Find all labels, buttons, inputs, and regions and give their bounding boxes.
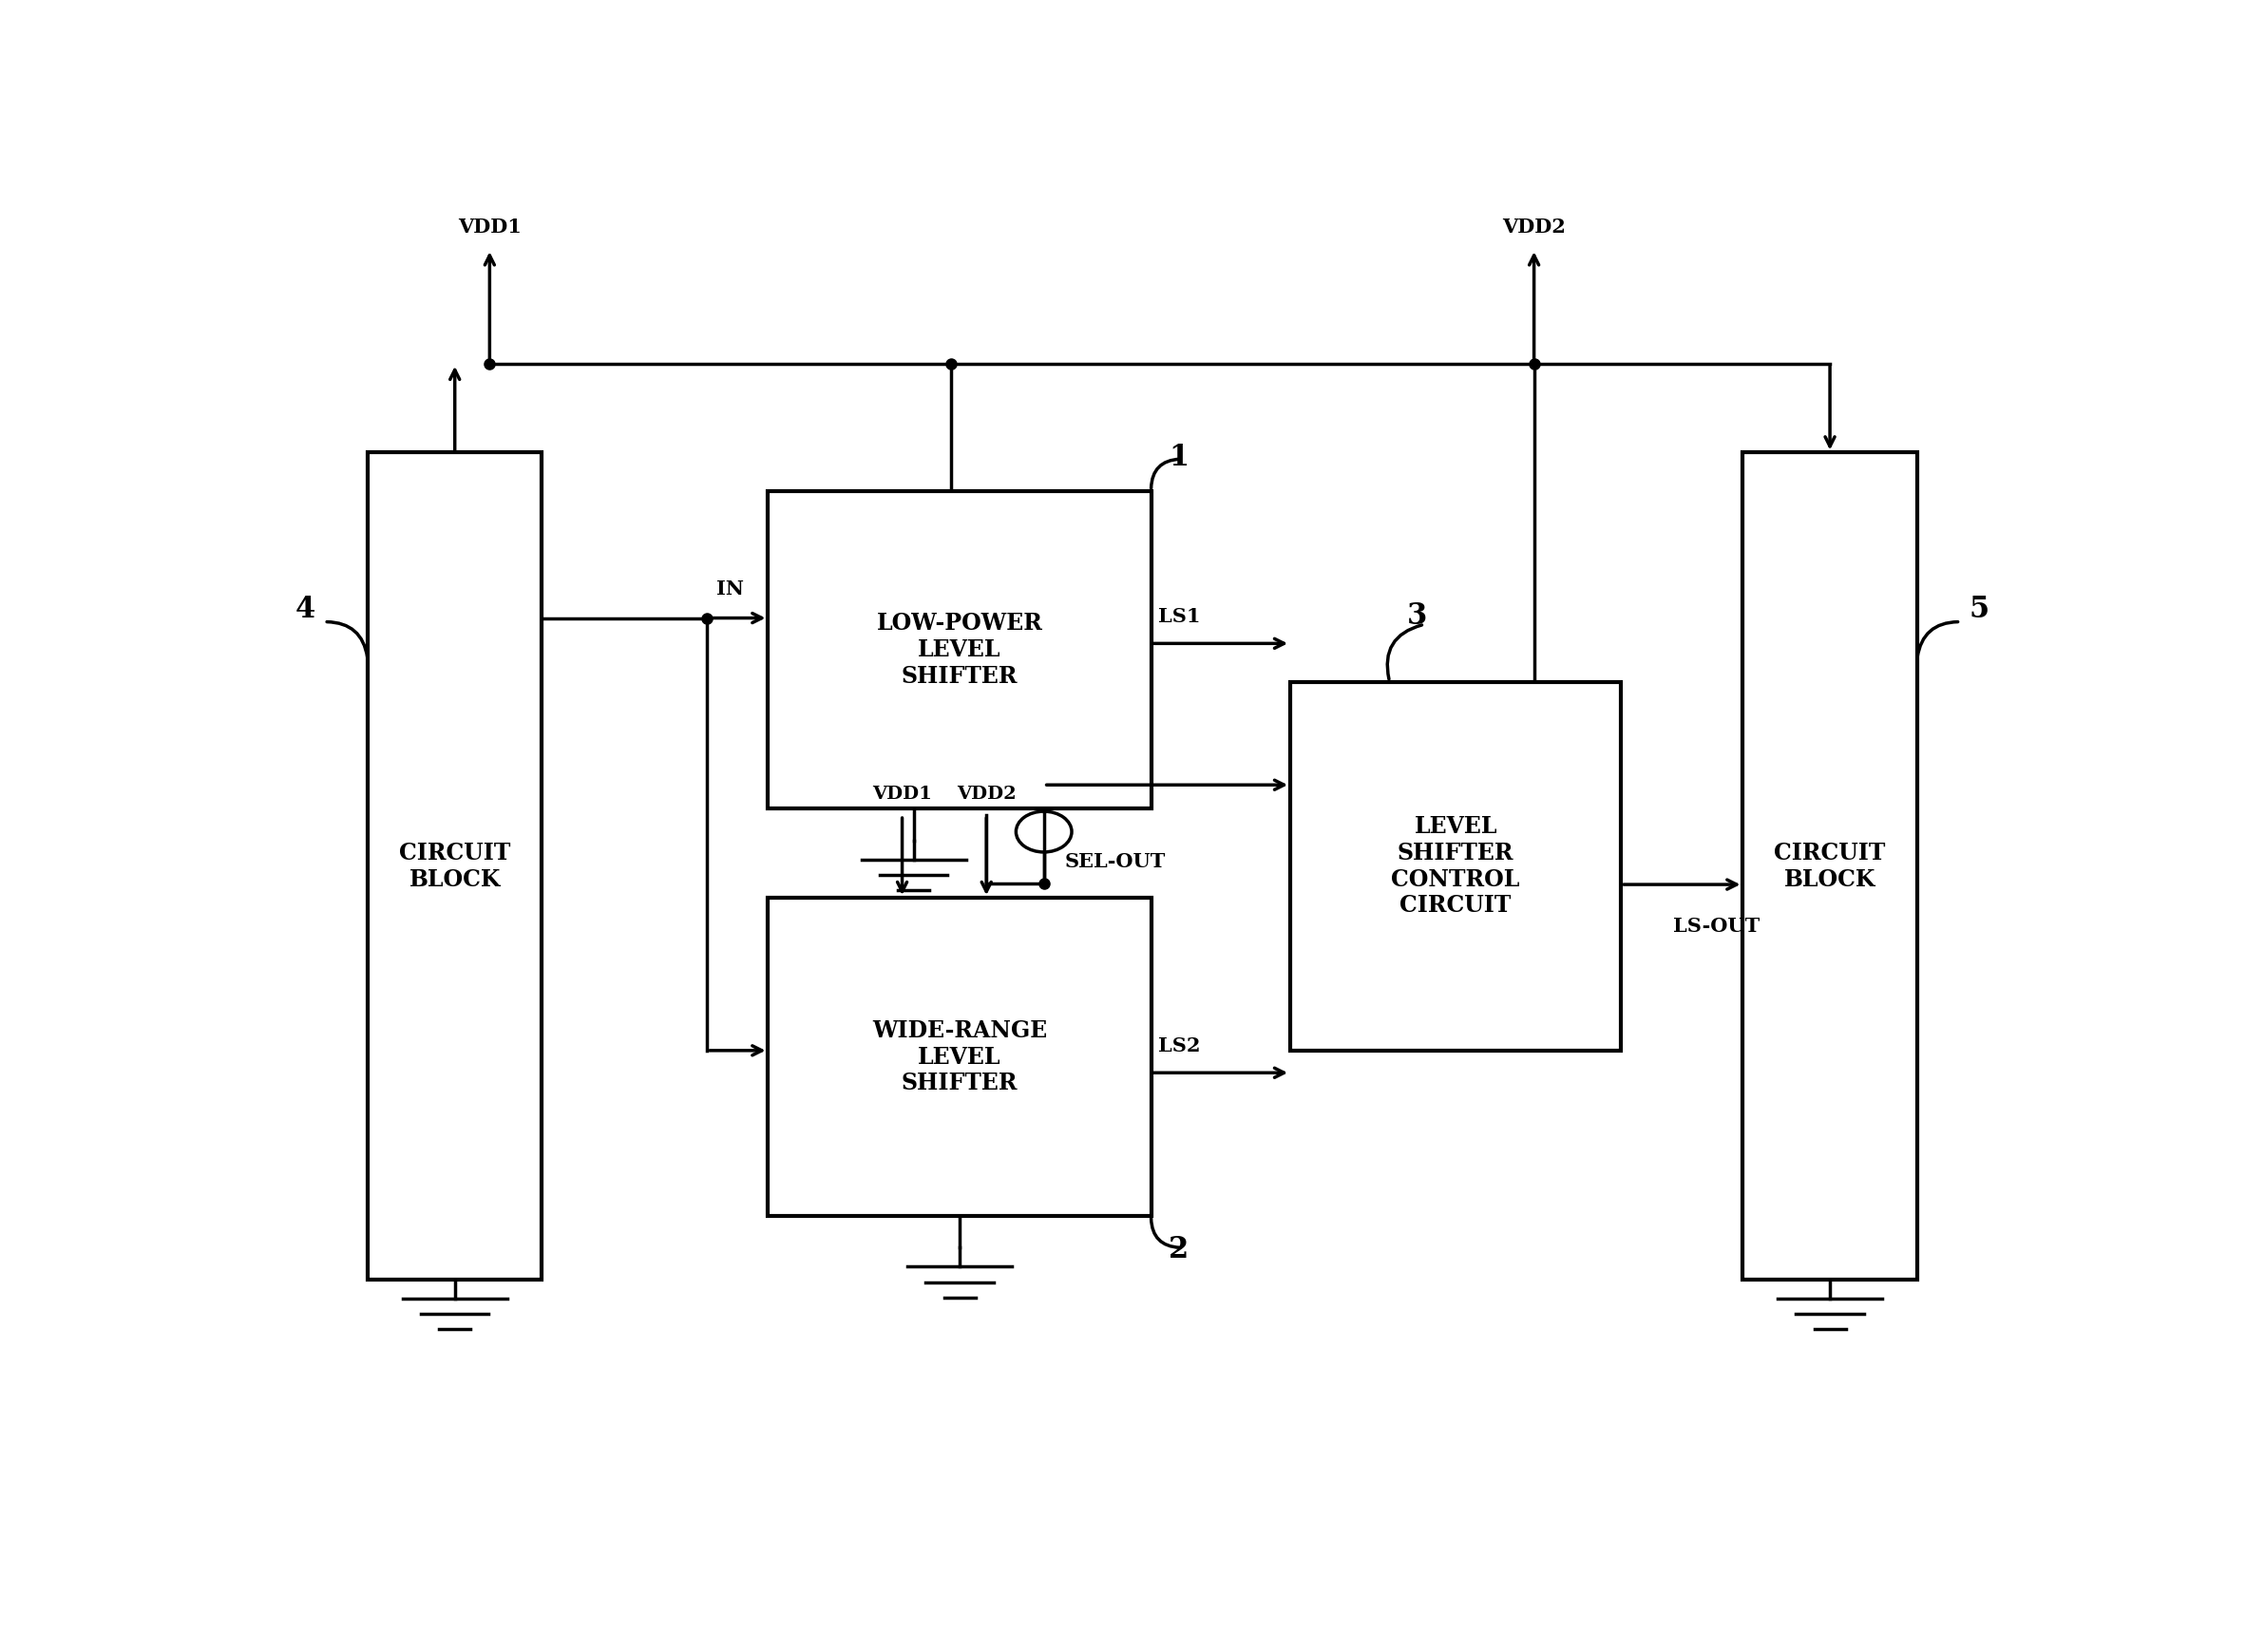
Bar <box>1289 682 1622 1051</box>
Text: VDD2: VDD2 <box>1503 218 1565 236</box>
Text: CIRCUIT
BLOCK: CIRCUIT BLOCK <box>1774 841 1887 890</box>
Text: LOW-POWER
LEVEL
SHIFTER: LOW-POWER LEVEL SHIFTER <box>876 611 1042 687</box>
Text: SEL-OUT: SEL-OUT <box>1065 852 1166 871</box>
Text: 5: 5 <box>1970 595 1990 624</box>
Text: LS1: LS1 <box>1159 606 1199 626</box>
Bar <box>768 491 1150 809</box>
Bar <box>768 899 1150 1216</box>
Text: 4: 4 <box>296 595 314 624</box>
Text: IN: IN <box>716 580 743 600</box>
Text: 1: 1 <box>1168 443 1188 472</box>
Text: LS-OUT: LS-OUT <box>1673 917 1761 935</box>
Text: LEVEL
SHIFTER
CONTROL
CIRCUIT: LEVEL SHIFTER CONTROL CIRCUIT <box>1390 814 1521 917</box>
Text: 3: 3 <box>1406 601 1426 631</box>
Text: CIRCUIT
BLOCK: CIRCUIT BLOCK <box>400 841 510 890</box>
Bar <box>368 453 541 1279</box>
Text: LS2: LS2 <box>1159 1036 1199 1056</box>
Text: 2: 2 <box>1168 1236 1188 1264</box>
Text: WIDE-RANGE
LEVEL
SHIFTER: WIDE-RANGE LEVEL SHIFTER <box>871 1019 1047 1095</box>
Text: VDD1: VDD1 <box>871 785 932 803</box>
Text: VDD2: VDD2 <box>957 785 1015 803</box>
Text: VDD1: VDD1 <box>458 218 521 236</box>
Bar <box>1743 453 1916 1279</box>
